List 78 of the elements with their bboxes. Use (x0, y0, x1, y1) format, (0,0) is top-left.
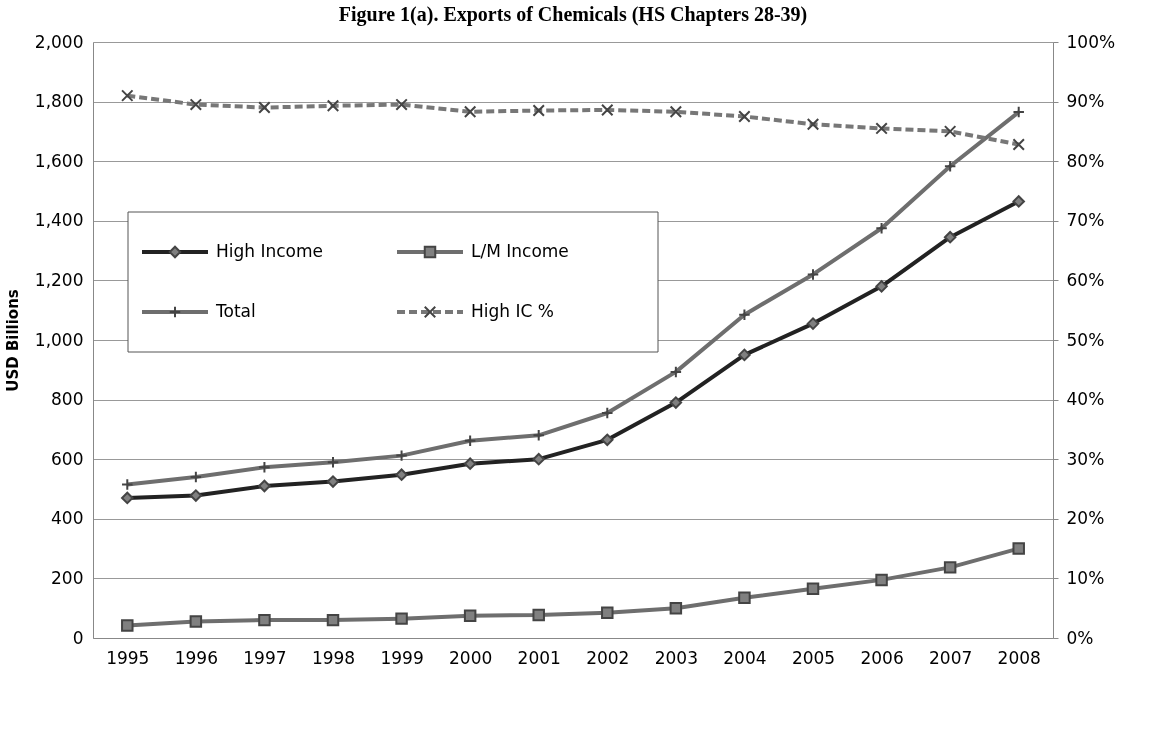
point (806, 582, 820, 596)
x-tick-label: 2008 (997, 647, 1041, 668)
y2-tick-label: 10% (1066, 567, 1105, 588)
y2-tick-label: 70% (1066, 210, 1105, 231)
point (738, 308, 751, 321)
x-tick-label: 1999 (380, 647, 424, 668)
x-tick-label: 1997 (243, 647, 287, 668)
y2-tick-label: 40% (1066, 389, 1105, 410)
point (943, 561, 957, 574)
point (189, 615, 203, 628)
x-tick-label: 2004 (723, 647, 767, 668)
point (806, 317, 820, 330)
point (943, 230, 957, 244)
point (121, 478, 134, 491)
y2-tick-label: 0% (1066, 627, 1094, 648)
y-tick-label: 200 (51, 567, 84, 588)
y2-tick-label: 60% (1066, 269, 1105, 290)
y-tick-label: 1,600 (34, 150, 84, 171)
point (395, 449, 408, 462)
legend-label: High Income (216, 241, 324, 261)
y-tick-label: 1,400 (34, 210, 84, 231)
point (532, 452, 545, 466)
x-tick-label: 1995 (106, 647, 150, 668)
y-tick-label: 0 (72, 627, 84, 648)
point (326, 475, 340, 488)
legend-label: High IC % (471, 301, 554, 321)
y-tick-label: 800 (51, 389, 84, 410)
point (738, 591, 751, 605)
point (395, 612, 408, 625)
point (189, 489, 203, 502)
y-tick-label: 1,200 (34, 269, 84, 290)
point (738, 348, 751, 362)
x-tick-label: 2006 (860, 647, 904, 668)
point (121, 491, 134, 505)
point (463, 457, 477, 470)
x-tick-label: 2007 (929, 647, 973, 668)
y2-tick-label: 90% (1066, 91, 1105, 112)
point (258, 461, 271, 474)
y2-tick-label: 80% (1066, 150, 1105, 171)
y-axis-title: USD Billions (3, 289, 22, 392)
point (326, 613, 340, 627)
y-tick-label: 400 (51, 508, 84, 529)
point (669, 601, 683, 615)
y2-tick-label: 50% (1066, 329, 1105, 350)
x-tick-label: 2002 (586, 647, 630, 668)
point (258, 613, 271, 627)
point (601, 606, 614, 619)
y2-tick-label: 20% (1066, 508, 1105, 529)
x-tick-label: 2005 (791, 647, 836, 668)
y-tick-label: 1,000 (34, 329, 84, 350)
point (943, 160, 957, 173)
y-tick-label: 1,800 (34, 91, 84, 112)
x-tick-label: 1996 (174, 647, 218, 668)
x-tick-label: 2001 (517, 647, 561, 668)
point (669, 396, 683, 409)
y-tick-label: 2,000 (34, 31, 84, 52)
point (258, 479, 271, 493)
point (601, 433, 614, 447)
legend-label: L/M Income (471, 241, 569, 261)
point (121, 619, 134, 632)
x-tick-label: 1998 (311, 647, 356, 668)
legend-label: Total (215, 301, 256, 321)
chart-title: Figure 1(a). Exports of Chemicals (HS Chapters 28-39) (338, 3, 808, 26)
point (463, 434, 477, 447)
point (532, 608, 545, 622)
point (395, 468, 408, 481)
x-tick-label: 2003 (654, 647, 698, 668)
point (1012, 542, 1025, 555)
point (532, 429, 545, 442)
point (1012, 195, 1025, 208)
y-tick-label: 600 (51, 448, 84, 469)
x-tick-label: 2000 (449, 647, 493, 668)
y2-tick-label: 100% (1066, 31, 1116, 52)
y2-tick-label: 30% (1066, 448, 1105, 469)
point (875, 573, 888, 587)
point (875, 280, 888, 293)
point (463, 609, 477, 622)
point (875, 222, 888, 235)
